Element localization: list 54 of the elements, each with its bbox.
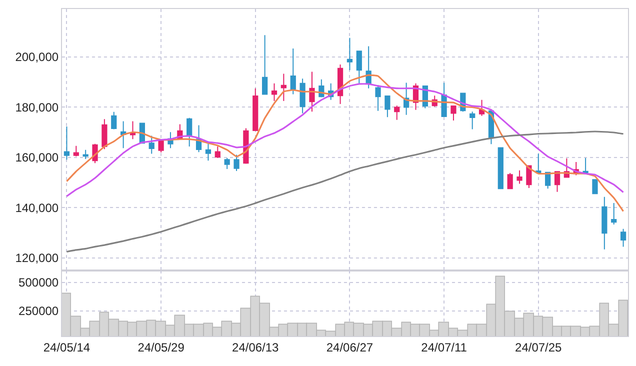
x-tick-label: 24/06/27	[326, 340, 374, 354]
candlestick	[120, 120, 126, 149]
x-tick-label: 24/06/13	[232, 340, 280, 354]
candlestick	[262, 34, 268, 96]
candlestick	[309, 71, 315, 112]
x-tick-label: 24/05/29	[138, 340, 185, 354]
y-tick-label: 200,000	[15, 50, 59, 64]
candlestick	[470, 111, 476, 130]
candlestick	[271, 82, 278, 102]
candlestick	[346, 37, 353, 71]
candlestick	[234, 154, 240, 172]
candlestick	[450, 105, 456, 122]
candlestick	[375, 84, 381, 112]
candlestick	[536, 153, 542, 174]
candlestick	[300, 78, 306, 114]
candlestick	[130, 120, 136, 140]
candlestick	[82, 149, 88, 160]
x-tick-label: 24/07/11	[421, 340, 468, 354]
y-tick-label: 120,000	[15, 251, 59, 266]
x-tick-label: 24/05/14	[43, 340, 90, 354]
candlestick	[394, 105, 400, 120]
candlestick	[73, 145, 79, 157]
candlestick	[290, 48, 296, 95]
candlestick	[592, 179, 598, 194]
candlestick	[602, 196, 608, 250]
candlestick	[148, 135, 154, 154]
candlestick	[205, 142, 212, 162]
candlestick	[498, 147, 504, 190]
candlestick	[620, 228, 626, 248]
candlestick	[356, 50, 362, 84]
candlestick	[252, 88, 258, 132]
y-tick-label: 160,000	[15, 150, 59, 165]
candlestick	[64, 126, 70, 160]
line-series	[66, 74, 624, 212]
candlestick	[611, 202, 617, 225]
x-tick-label: 24/07/25	[515, 340, 562, 354]
y-tick-label: 500000	[18, 276, 59, 290]
candlestick	[111, 111, 117, 130]
candlestick	[366, 46, 372, 89]
candlestick	[516, 170, 522, 184]
y-tick-label: 250000	[18, 304, 59, 318]
candlestick	[186, 117, 192, 147]
candlestick	[507, 172, 513, 190]
candlestick	[582, 158, 588, 174]
candlestick	[158, 139, 164, 153]
line-series	[66, 130, 624, 253]
candlestick	[214, 146, 220, 159]
candlestick	[224, 158, 230, 170]
candlestick	[102, 118, 108, 150]
y-tick-label: 140,000	[15, 200, 59, 215]
y-tick-label: 180,000	[15, 100, 59, 114]
candlestick	[384, 95, 390, 118]
candlestick	[280, 73, 286, 102]
line-series	[66, 83, 624, 198]
